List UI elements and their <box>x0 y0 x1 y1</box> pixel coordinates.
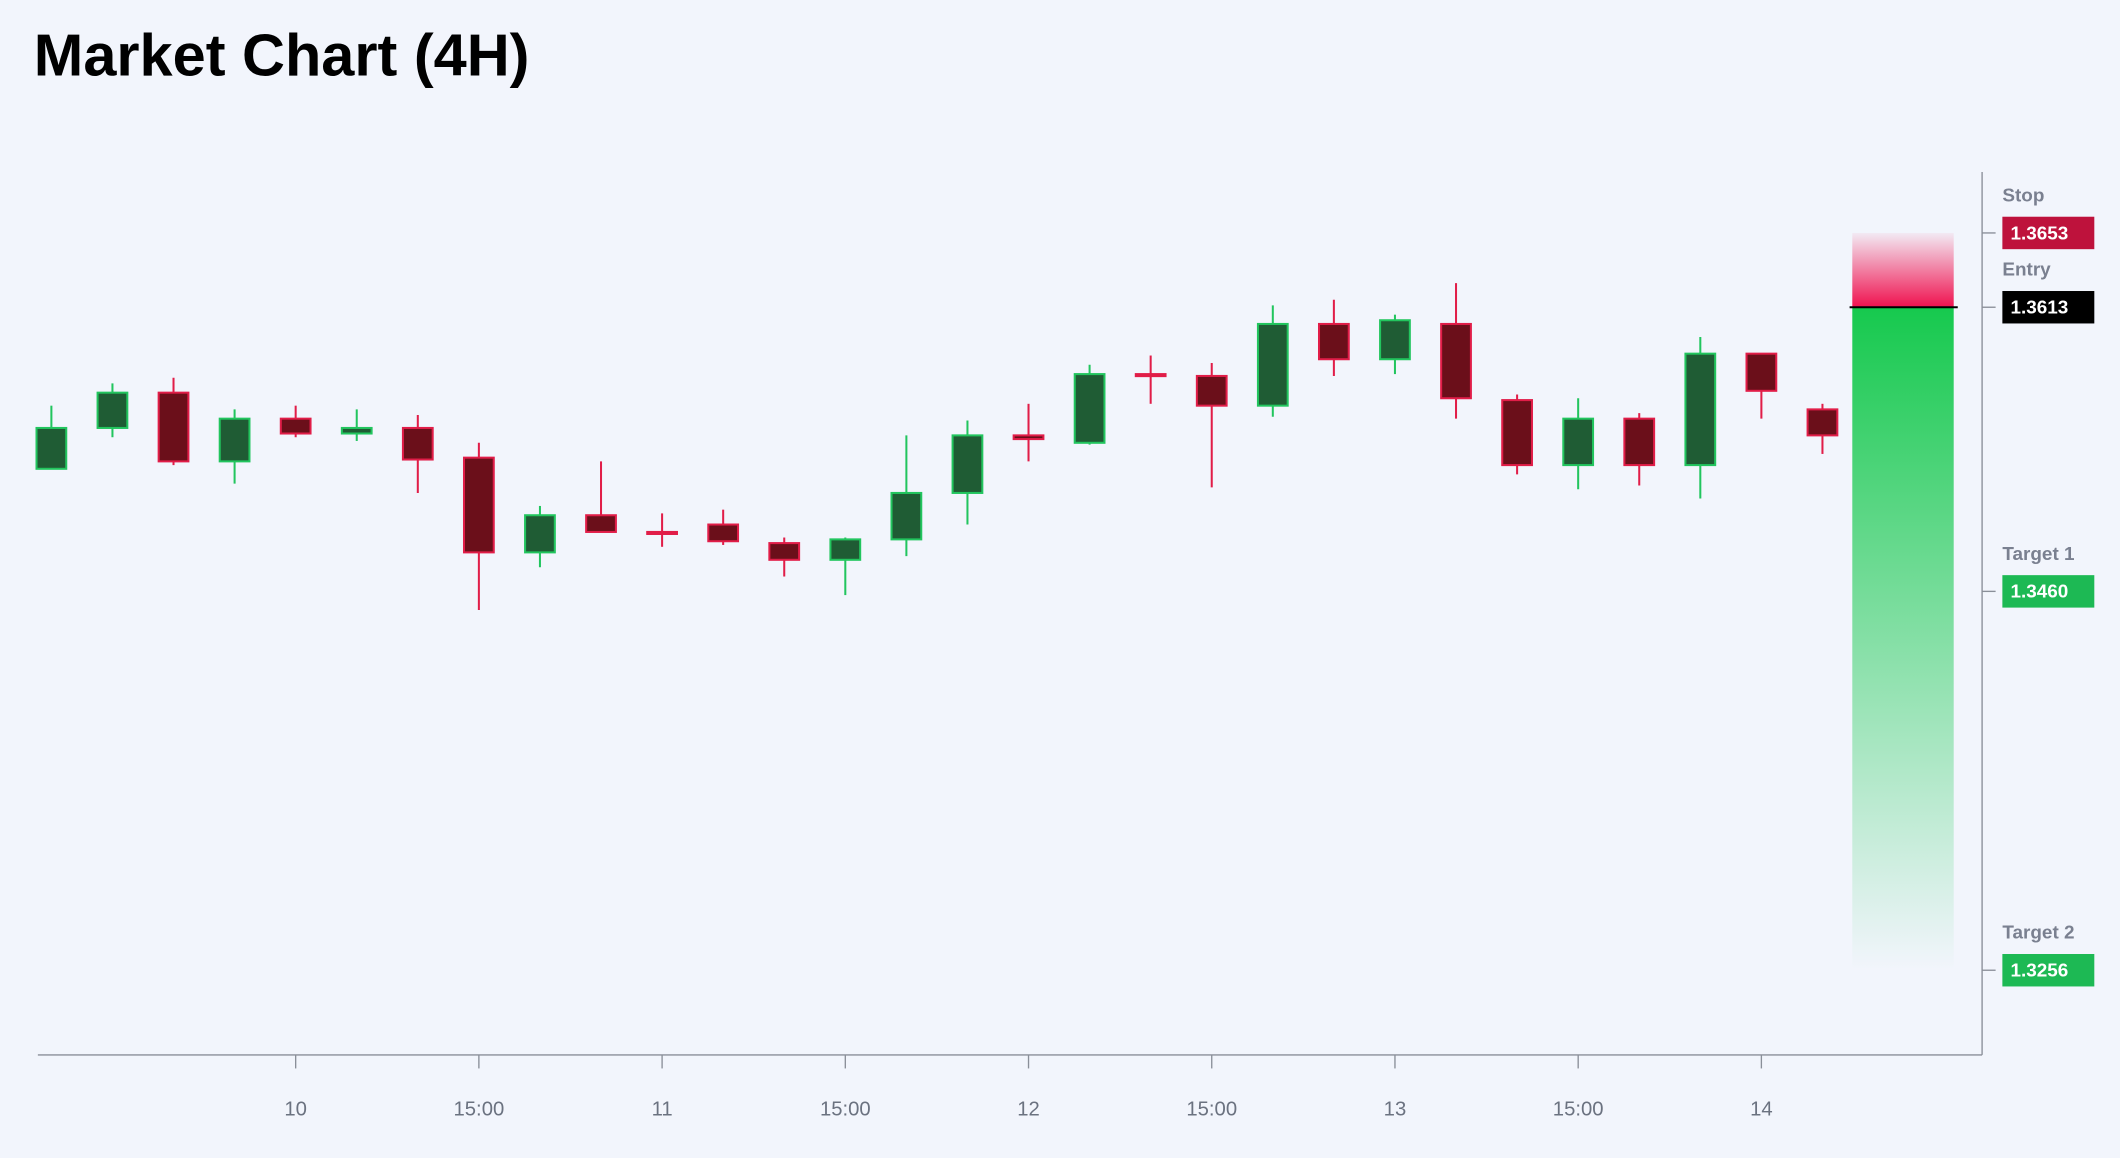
candle-body <box>524 514 556 554</box>
x-tick-label: 14 <box>1750 1099 1773 1121</box>
x-tick-label: 13 <box>1384 1099 1407 1121</box>
x-tick-label: 10 <box>284 1099 307 1121</box>
candle-body <box>1134 373 1167 378</box>
candle-body <box>1379 319 1411 361</box>
x-tick-label: 15:00 <box>1553 1099 1604 1121</box>
candle-body <box>1256 322 1289 407</box>
candle-body <box>951 434 984 494</box>
candle-body <box>157 391 190 463</box>
candle-body <box>1501 399 1533 467</box>
level-badge <box>2002 954 2095 987</box>
candle-body <box>585 514 617 533</box>
candle-body <box>890 491 923 541</box>
candle-body <box>1684 352 1717 467</box>
x-tick-label: 15:00 <box>454 1099 505 1121</box>
chart-title: Market Chart (4H) <box>34 22 530 89</box>
candle-body <box>96 391 129 429</box>
candle-body <box>462 456 495 554</box>
candle-body <box>1806 408 1839 437</box>
candle-body <box>1073 373 1106 444</box>
x-tick-label: 15:00 <box>820 1099 871 1121</box>
x-tick-label: 12 <box>1017 1099 1040 1121</box>
candle-body <box>829 538 862 561</box>
level-name: Stop <box>2002 185 2044 206</box>
candle-body <box>1012 434 1045 441</box>
stop-zone <box>1852 232 1954 308</box>
candle-body <box>707 523 740 543</box>
candle-body <box>1562 417 1595 467</box>
candle-body <box>1195 374 1228 407</box>
x-tick-label: 15:00 <box>1186 1099 1237 1121</box>
level-name: Target 2 <box>2002 923 2074 944</box>
candle-body <box>218 417 251 463</box>
level-value: 1.3613 <box>2010 298 2068 319</box>
candle-body <box>340 426 373 435</box>
x-tick-label: 11 <box>652 1099 673 1121</box>
level-badge <box>2002 291 2095 324</box>
level-value: 1.3256 <box>2010 961 2068 982</box>
level-name: Target 1 <box>2002 544 2074 565</box>
level-value: 1.3460 <box>2010 582 2068 603</box>
level-name: Entry <box>2002 260 2051 281</box>
level-badge <box>2002 216 2095 250</box>
candle-body <box>1317 322 1350 361</box>
candle-body <box>401 426 434 461</box>
candle-body <box>35 426 68 470</box>
level-value: 1.3653 <box>2010 223 2068 244</box>
candle-body <box>1745 352 1778 392</box>
candle-body <box>279 417 312 435</box>
candle-body <box>1440 322 1472 400</box>
target-zone <box>1852 307 1954 971</box>
candle-body <box>768 542 801 561</box>
level-badge <box>2002 575 2095 608</box>
candle-body <box>1623 417 1656 467</box>
candle-body <box>646 530 678 535</box>
